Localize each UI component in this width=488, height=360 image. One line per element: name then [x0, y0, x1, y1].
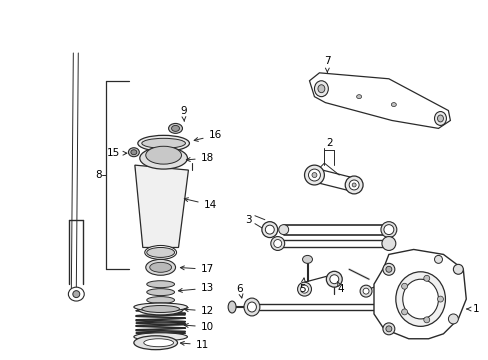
Ellipse shape — [143, 339, 173, 347]
Text: 2: 2 — [325, 138, 332, 148]
Ellipse shape — [401, 309, 407, 315]
Ellipse shape — [146, 281, 174, 288]
Text: 11: 11 — [180, 340, 208, 350]
Ellipse shape — [390, 103, 395, 107]
Ellipse shape — [383, 225, 393, 235]
Text: 14: 14 — [184, 198, 217, 210]
Ellipse shape — [308, 169, 320, 181]
Ellipse shape — [302, 255, 312, 264]
Text: 6: 6 — [236, 284, 243, 298]
Ellipse shape — [395, 272, 445, 327]
Ellipse shape — [385, 326, 391, 332]
Ellipse shape — [142, 306, 179, 312]
Ellipse shape — [145, 146, 181, 164]
Ellipse shape — [134, 303, 187, 311]
Ellipse shape — [447, 314, 457, 324]
Ellipse shape — [138, 303, 183, 315]
Ellipse shape — [385, 266, 391, 272]
Ellipse shape — [402, 279, 438, 319]
Ellipse shape — [329, 275, 338, 284]
Ellipse shape — [381, 237, 395, 251]
Ellipse shape — [244, 298, 259, 316]
Ellipse shape — [356, 95, 361, 99]
Polygon shape — [373, 249, 466, 339]
Ellipse shape — [351, 183, 355, 187]
Ellipse shape — [142, 138, 185, 148]
Ellipse shape — [380, 222, 396, 238]
Ellipse shape — [311, 172, 316, 177]
Ellipse shape — [304, 165, 324, 185]
Ellipse shape — [73, 291, 80, 298]
Ellipse shape — [131, 150, 137, 155]
Ellipse shape — [437, 296, 443, 302]
Ellipse shape — [168, 123, 182, 133]
Ellipse shape — [317, 85, 324, 93]
Ellipse shape — [452, 264, 462, 274]
Text: 5: 5 — [299, 278, 305, 294]
Ellipse shape — [144, 246, 176, 260]
Ellipse shape — [362, 288, 368, 294]
Ellipse shape — [134, 336, 177, 350]
Ellipse shape — [270, 237, 284, 251]
Polygon shape — [135, 165, 188, 247]
Ellipse shape — [314, 81, 327, 96]
Ellipse shape — [278, 225, 288, 235]
Ellipse shape — [265, 225, 274, 234]
Ellipse shape — [68, 287, 84, 301]
Ellipse shape — [146, 297, 174, 303]
Text: 13: 13 — [178, 283, 213, 293]
Ellipse shape — [247, 302, 256, 312]
Text: 15: 15 — [106, 148, 126, 158]
Ellipse shape — [262, 222, 277, 238]
Ellipse shape — [145, 260, 175, 275]
Ellipse shape — [300, 285, 308, 293]
Ellipse shape — [434, 255, 442, 264]
Ellipse shape — [423, 275, 429, 281]
Ellipse shape — [138, 135, 189, 151]
Ellipse shape — [382, 264, 394, 275]
Text: 12: 12 — [184, 306, 213, 316]
Text: 4: 4 — [337, 282, 344, 294]
Ellipse shape — [437, 115, 443, 122]
Ellipse shape — [140, 147, 187, 169]
Polygon shape — [309, 73, 449, 129]
Ellipse shape — [401, 283, 407, 289]
Text: 16: 16 — [194, 130, 222, 141]
Ellipse shape — [297, 282, 311, 296]
Ellipse shape — [345, 176, 362, 194]
Ellipse shape — [423, 317, 429, 323]
Ellipse shape — [434, 112, 446, 125]
Ellipse shape — [134, 333, 187, 341]
Ellipse shape — [325, 271, 342, 287]
Text: 17: 17 — [180, 264, 213, 274]
Ellipse shape — [146, 289, 174, 296]
Ellipse shape — [273, 239, 281, 247]
Text: 1: 1 — [466, 304, 479, 314]
Ellipse shape — [382, 323, 394, 335]
Text: 18: 18 — [186, 153, 213, 163]
Ellipse shape — [146, 247, 174, 257]
Ellipse shape — [359, 285, 371, 297]
Ellipse shape — [228, 301, 236, 313]
Text: 7: 7 — [324, 56, 330, 72]
Text: 8: 8 — [95, 170, 101, 180]
Ellipse shape — [348, 180, 358, 190]
Text: 3: 3 — [244, 215, 251, 225]
Ellipse shape — [171, 125, 179, 131]
Text: 10: 10 — [184, 322, 213, 332]
Ellipse shape — [128, 148, 139, 157]
Ellipse shape — [149, 262, 171, 272]
Text: 9: 9 — [180, 105, 186, 121]
